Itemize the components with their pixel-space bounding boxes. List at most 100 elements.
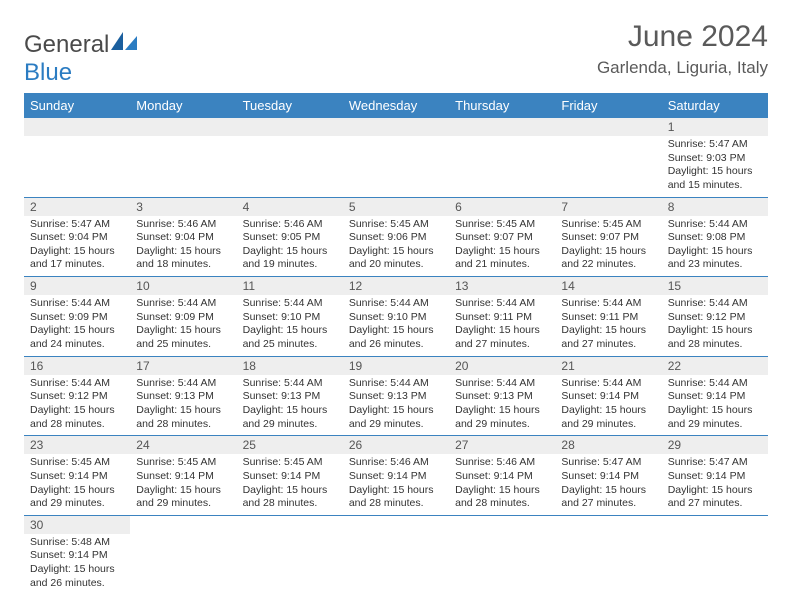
day-content: Sunrise: 5:44 AMSunset: 9:13 PMDaylight:… (343, 375, 449, 436)
sunrise-text: Sunrise: 5:44 AM (668, 377, 762, 391)
day-number: 22 (662, 357, 768, 375)
daylight-text-line2: and 29 minutes. (668, 418, 762, 432)
calendar-week-row: 30Sunrise: 5:48 AMSunset: 9:14 PMDayligh… (24, 515, 768, 594)
title-block: June 2024 Garlenda, Liguria, Italy (597, 20, 768, 78)
day-number: 26 (343, 436, 449, 454)
daylight-text-line1: Daylight: 15 hours (136, 404, 230, 418)
day-number: 25 (237, 436, 343, 454)
day-content: Sunrise: 5:46 AMSunset: 9:05 PMDaylight:… (237, 216, 343, 277)
day-number: 21 (555, 357, 661, 375)
calendar-week-row: 16Sunrise: 5:44 AMSunset: 9:12 PMDayligh… (24, 356, 768, 436)
daylight-text-line2: and 26 minutes. (349, 338, 443, 352)
logo-text-blue: Blue (24, 59, 72, 86)
calendar-day-cell (343, 118, 449, 197)
daylight-text-line1: Daylight: 15 hours (668, 324, 762, 338)
calendar-day-cell (449, 515, 555, 594)
daylight-text-line2: and 28 minutes. (30, 418, 124, 432)
day-content: Sunrise: 5:46 AMSunset: 9:04 PMDaylight:… (130, 216, 236, 277)
sunrise-text: Sunrise: 5:44 AM (668, 297, 762, 311)
day-number: 15 (662, 277, 768, 295)
day-number-empty (555, 118, 661, 136)
day-number-empty (24, 118, 130, 136)
daylight-text-line1: Daylight: 15 hours (136, 245, 230, 259)
calendar-day-cell: 26Sunrise: 5:46 AMSunset: 9:14 PMDayligh… (343, 436, 449, 516)
daylight-text-line1: Daylight: 15 hours (561, 484, 655, 498)
calendar-day-cell: 15Sunrise: 5:44 AMSunset: 9:12 PMDayligh… (662, 277, 768, 357)
day-number-empty (130, 118, 236, 136)
day-number: 3 (130, 198, 236, 216)
daylight-text-line1: Daylight: 15 hours (30, 484, 124, 498)
daylight-text-line1: Daylight: 15 hours (668, 404, 762, 418)
calendar-day-cell (237, 118, 343, 197)
sunset-text: Sunset: 9:10 PM (243, 311, 337, 325)
day-number: 24 (130, 436, 236, 454)
sunset-text: Sunset: 9:07 PM (561, 231, 655, 245)
calendar-day-cell: 13Sunrise: 5:44 AMSunset: 9:11 PMDayligh… (449, 277, 555, 357)
sunrise-text: Sunrise: 5:45 AM (243, 456, 337, 470)
day-content: Sunrise: 5:45 AMSunset: 9:07 PMDaylight:… (449, 216, 555, 277)
daylight-text-line2: and 29 minutes. (136, 497, 230, 511)
day-number-empty (343, 118, 449, 136)
day-content-empty (343, 136, 449, 190)
day-content: Sunrise: 5:44 AMSunset: 9:09 PMDaylight:… (24, 295, 130, 356)
daylight-text-line1: Daylight: 15 hours (349, 324, 443, 338)
day-content-empty (449, 136, 555, 190)
daylight-text-line1: Daylight: 15 hours (349, 245, 443, 259)
sunset-text: Sunset: 9:11 PM (561, 311, 655, 325)
sunrise-text: Sunrise: 5:44 AM (243, 297, 337, 311)
sunrise-text: Sunrise: 5:44 AM (136, 297, 230, 311)
sunrise-text: Sunrise: 5:44 AM (668, 218, 762, 232)
day-number: 16 (24, 357, 130, 375)
daylight-text-line1: Daylight: 15 hours (243, 484, 337, 498)
day-number: 19 (343, 357, 449, 375)
sunset-text: Sunset: 9:14 PM (668, 470, 762, 484)
calendar-day-cell: 25Sunrise: 5:45 AMSunset: 9:14 PMDayligh… (237, 436, 343, 516)
daylight-text-line1: Daylight: 15 hours (668, 245, 762, 259)
sunset-text: Sunset: 9:10 PM (349, 311, 443, 325)
weekday-header: Thursday (449, 93, 555, 118)
daylight-text-line1: Daylight: 15 hours (30, 324, 124, 338)
day-content-empty (24, 136, 130, 190)
day-content: Sunrise: 5:44 AMSunset: 9:09 PMDaylight:… (130, 295, 236, 356)
calendar-day-cell: 14Sunrise: 5:44 AMSunset: 9:11 PMDayligh… (555, 277, 661, 357)
daylight-text-line2: and 17 minutes. (30, 258, 124, 272)
calendar-day-cell (130, 515, 236, 594)
sunrise-text: Sunrise: 5:45 AM (136, 456, 230, 470)
calendar-day-cell: 17Sunrise: 5:44 AMSunset: 9:13 PMDayligh… (130, 356, 236, 436)
day-content: Sunrise: 5:45 AMSunset: 9:14 PMDaylight:… (130, 454, 236, 515)
sunset-text: Sunset: 9:12 PM (30, 390, 124, 404)
calendar-day-cell: 20Sunrise: 5:44 AMSunset: 9:13 PMDayligh… (449, 356, 555, 436)
daylight-text-line2: and 25 minutes. (136, 338, 230, 352)
daylight-text-line1: Daylight: 15 hours (455, 324, 549, 338)
sunrise-text: Sunrise: 5:47 AM (561, 456, 655, 470)
sunset-text: Sunset: 9:04 PM (136, 231, 230, 245)
daylight-text-line2: and 18 minutes. (136, 258, 230, 272)
day-number-empty (449, 118, 555, 136)
sunrise-text: Sunrise: 5:46 AM (349, 456, 443, 470)
weekday-header: Monday (130, 93, 236, 118)
calendar-week-row: 9Sunrise: 5:44 AMSunset: 9:09 PMDaylight… (24, 277, 768, 357)
daylight-text-line1: Daylight: 15 hours (243, 404, 337, 418)
day-number: 4 (237, 198, 343, 216)
calendar-week-row: 23Sunrise: 5:45 AMSunset: 9:14 PMDayligh… (24, 436, 768, 516)
day-number: 1 (662, 118, 768, 136)
day-number: 7 (555, 198, 661, 216)
daylight-text-line2: and 20 minutes. (349, 258, 443, 272)
weekday-header: Wednesday (343, 93, 449, 118)
sunset-text: Sunset: 9:04 PM (30, 231, 124, 245)
calendar-day-cell: 4Sunrise: 5:46 AMSunset: 9:05 PMDaylight… (237, 197, 343, 277)
calendar-table: SundayMondayTuesdayWednesdayThursdayFrid… (24, 93, 768, 594)
day-content: Sunrise: 5:44 AMSunset: 9:13 PMDaylight:… (237, 375, 343, 436)
logo-sail-icon (109, 30, 139, 52)
weekday-header: Tuesday (237, 93, 343, 118)
sunset-text: Sunset: 9:08 PM (668, 231, 762, 245)
day-content: Sunrise: 5:44 AMSunset: 9:14 PMDaylight:… (662, 375, 768, 436)
day-content: Sunrise: 5:45 AMSunset: 9:06 PMDaylight:… (343, 216, 449, 277)
calendar-day-cell: 9Sunrise: 5:44 AMSunset: 9:09 PMDaylight… (24, 277, 130, 357)
sunrise-text: Sunrise: 5:47 AM (668, 138, 762, 152)
day-number: 11 (237, 277, 343, 295)
day-number: 10 (130, 277, 236, 295)
sunrise-text: Sunrise: 5:44 AM (30, 377, 124, 391)
day-content: Sunrise: 5:45 AMSunset: 9:14 PMDaylight:… (24, 454, 130, 515)
sunrise-text: Sunrise: 5:44 AM (30, 297, 124, 311)
